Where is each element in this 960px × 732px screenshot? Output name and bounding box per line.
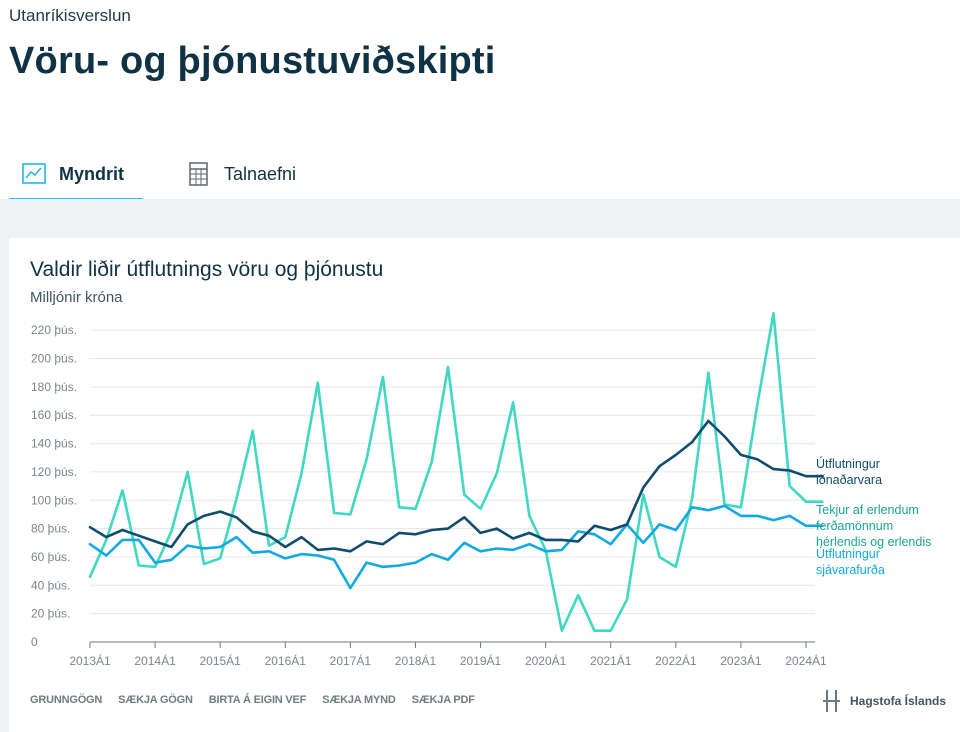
x-tick-label: 2024Á1 (785, 653, 827, 668)
tab-talnaefni-label: Talnaefni (224, 163, 297, 184)
chart-card (9, 238, 960, 732)
y-tick-label: 160 þús. (31, 408, 77, 422)
y-tick-label: 200 þús. (31, 352, 77, 366)
chart-title: Valdir liðir útflutnings vöru og þjónust… (30, 258, 384, 281)
x-tick-label: 2022Á1 (655, 653, 697, 668)
series-label: Útflutningur (816, 546, 880, 561)
chart-footer-links: GRUNNGÖGN SÆKJA GÖGN BIRTA Á EIGIN VEF S… (30, 694, 475, 706)
x-tick-label: 2019Á1 (460, 653, 502, 668)
page-title: Vöru- og þjónustuviðskipti (9, 40, 496, 82)
y-tick-label: 80 þús. (31, 522, 70, 536)
series-label: Útflutningur (816, 456, 880, 471)
spreadsheet-icon (186, 161, 212, 187)
hagstofa-logo-icon (822, 688, 842, 714)
y-tick-label: 140 þús. (31, 437, 77, 451)
series-label: ferðamönnum (816, 519, 893, 533)
line-chart: 0 20 þús. 40 þús. 60 þús. 80 þús. 100 þús. 120… (31, 311, 931, 668)
series-label: hérlendis og erlendis (816, 535, 931, 549)
series-line (88, 311, 824, 633)
series-line (88, 504, 824, 590)
y-tick-label: 120 þús. (31, 465, 77, 479)
series-line (88, 419, 824, 553)
y-tick-label: 60 þús. (31, 550, 70, 564)
y-tick-label: 20 þús. (31, 607, 70, 621)
link-saekja-gogn[interactable]: SÆKJA GÖGN (118, 694, 193, 706)
tab-myndrit[interactable]: Myndrit (9, 150, 143, 202)
x-tick-label: 2016Á1 (265, 653, 307, 668)
y-tick-label: 100 þús. (31, 493, 77, 507)
link-saekja-mynd[interactable]: SÆKJA MYND (322, 694, 396, 706)
link-grunngogn[interactable]: GRUNNGÖGN (30, 694, 103, 706)
x-tick-label: 2017Á1 (330, 653, 372, 668)
brand-name: Hagstofa Íslands (850, 694, 947, 708)
x-tick-label: 2021Á1 (590, 653, 632, 668)
y-tick-label: 180 þús. (31, 380, 77, 394)
series-label: iðnaðarvara (816, 473, 882, 487)
series-label: Tekjur af erlendum (816, 503, 919, 517)
x-tick-label: 2023Á1 (720, 653, 762, 668)
y-tick-label: 40 þús. (31, 578, 70, 592)
y-tick-label: 0 (31, 635, 38, 649)
x-tick-label: 2018Á1 (395, 653, 437, 668)
series-label: sjávarafurða (816, 563, 885, 577)
x-tick-label: 2020Á1 (525, 653, 567, 668)
x-tick-label: 2013Á1 (69, 653, 111, 668)
tab-myndrit-label: Myndrit (59, 163, 124, 184)
brand[interactable]: Hagstofa Íslands (822, 688, 946, 714)
x-tick-label: 2014Á1 (134, 653, 176, 668)
line-chart-icon (21, 161, 47, 187)
link-saekja-pdf[interactable]: SÆKJA PDF (411, 694, 475, 706)
tab-talnaefni[interactable]: Talnaefni (174, 150, 314, 198)
chart-subtitle: Milljónir króna (30, 289, 123, 306)
x-tick-label: 2015Á1 (199, 653, 241, 668)
breadcrumb[interactable]: Utanríkisverslun (9, 6, 131, 25)
y-tick-label: 220 þús. (31, 323, 77, 337)
tab-bar: Myndrit Talnaefni (9, 150, 509, 202)
link-birta-a-eigin-vef[interactable]: BIRTA Á EIGIN VEF (208, 694, 307, 706)
